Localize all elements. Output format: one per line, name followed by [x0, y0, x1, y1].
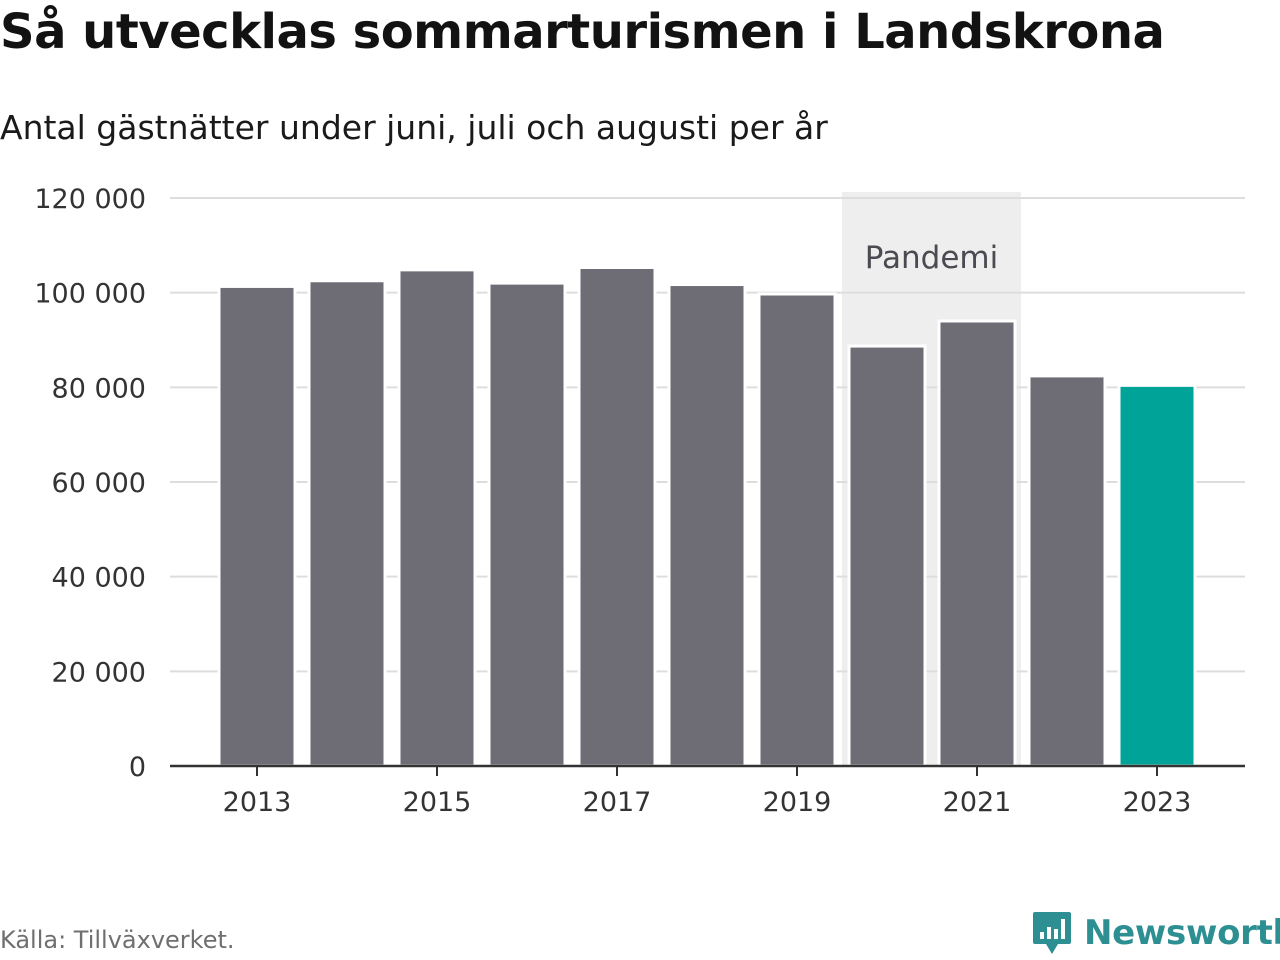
- bar-2014[interactable]: [307, 279, 387, 768]
- chart-title: Så utvecklas sommarturismen i Landskrona: [0, 4, 1165, 60]
- x-tick-label: 2013: [223, 787, 292, 818]
- chart-subtitle: Antal gästnätter under juni, juli och au…: [0, 108, 828, 147]
- bar-chart: Pandemi 0 20 000 40 000 60 000 80 000 100 000…: [34, 184, 1245, 818]
- bar-2020[interactable]: [847, 344, 927, 768]
- y-tick-label: 0: [129, 752, 146, 783]
- bar-2013[interactable]: [217, 284, 297, 768]
- y-tick-label: 100 000: [34, 279, 146, 310]
- source-note: Källa: Tillväxverket.: [0, 926, 235, 954]
- bar-2015[interactable]: [397, 268, 477, 768]
- y-tick-label: 80 000: [52, 373, 146, 404]
- bar-2022[interactable]: [1027, 374, 1107, 768]
- x-tick-label: 2021: [943, 787, 1012, 818]
- y-axis-labels: 0 20 000 40 000 60 000 80 000 100 000 120 000: [34, 184, 146, 783]
- bar-2023[interactable]: [1117, 383, 1197, 768]
- bars: [217, 266, 1197, 768]
- x-axis-labels: 2013 2015 2017 2019 2021 2023: [223, 787, 1192, 818]
- x-tick-label: 2023: [1123, 787, 1192, 818]
- bar-2016[interactable]: [487, 281, 567, 768]
- x-tick-label: 2017: [583, 787, 652, 818]
- bar-2021[interactable]: [937, 319, 1017, 768]
- x-tick-label: 2015: [403, 787, 472, 818]
- brand-logo[interactable]: Newsworthy: [1032, 908, 1280, 958]
- bar-2017[interactable]: [577, 266, 657, 768]
- y-tick-label: 120 000: [34, 184, 146, 215]
- newsworthy-logo-icon: [1033, 912, 1071, 954]
- y-tick-label: 40 000: [52, 563, 146, 594]
- y-tick-label: 20 000: [52, 657, 146, 688]
- x-axis: [170, 764, 1245, 776]
- pandemic-band-label: Pandemi: [865, 240, 999, 276]
- bar-2018[interactable]: [667, 283, 747, 768]
- y-tick-label: 60 000: [52, 468, 146, 499]
- brand-name: Newsworthy: [1084, 913, 1280, 953]
- x-tick-label: 2019: [763, 787, 832, 818]
- bar-2019[interactable]: [757, 292, 837, 768]
